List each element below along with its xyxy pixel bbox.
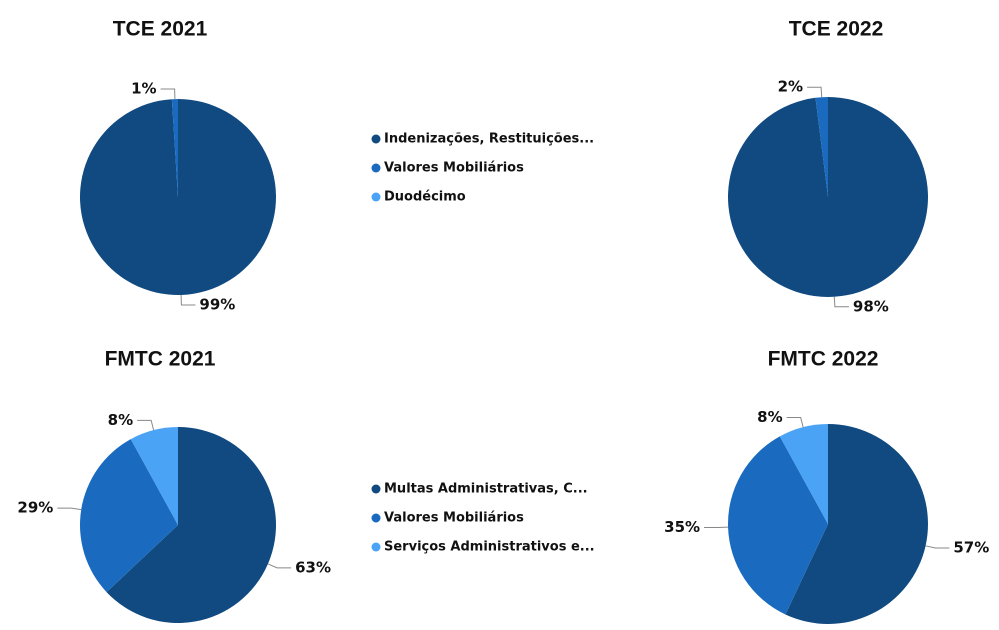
leader-line <box>834 297 849 307</box>
legend-marker <box>372 485 381 494</box>
data-label: 63% <box>295 558 331 576</box>
legend-label: Valores Mobiliários <box>384 511 524 526</box>
chart-title: TCE 2021 <box>113 18 208 41</box>
leader-line <box>181 295 195 305</box>
data-label: 29% <box>17 499 53 517</box>
leader-line <box>161 89 175 99</box>
leader-line <box>787 417 803 427</box>
data-label: 8% <box>108 411 133 429</box>
legend-marker <box>372 164 381 173</box>
data-label: 1% <box>131 80 156 98</box>
legend-marker <box>372 543 381 552</box>
chart-title: FMTC 2022 <box>768 348 879 371</box>
legend-label: Multas Administrativas, C... <box>384 482 588 497</box>
chart-title: TCE 2022 <box>789 18 884 41</box>
leader-line <box>807 87 822 97</box>
legend-marker <box>372 135 381 144</box>
legend-label: Duodécimo <box>384 190 466 205</box>
data-label: 8% <box>757 408 782 426</box>
legend-label: Serviços Administrativos e... <box>384 540 595 555</box>
data-label: 57% <box>953 538 989 556</box>
leader-line <box>926 546 950 548</box>
leader-line <box>57 508 81 510</box>
legend-marker <box>372 514 381 523</box>
data-label: 2% <box>778 78 803 96</box>
legend-label: Indenizações, Restituições... <box>384 132 594 147</box>
leader-line <box>137 420 153 430</box>
chart-title: FMTC 2021 <box>105 348 216 371</box>
legend-marker <box>372 193 381 202</box>
leader-line <box>268 564 291 568</box>
legend-label: Valores Mobiliários <box>384 161 524 176</box>
data-label: 99% <box>199 295 235 313</box>
data-label: 35% <box>664 518 700 536</box>
data-label: 98% <box>853 297 889 315</box>
